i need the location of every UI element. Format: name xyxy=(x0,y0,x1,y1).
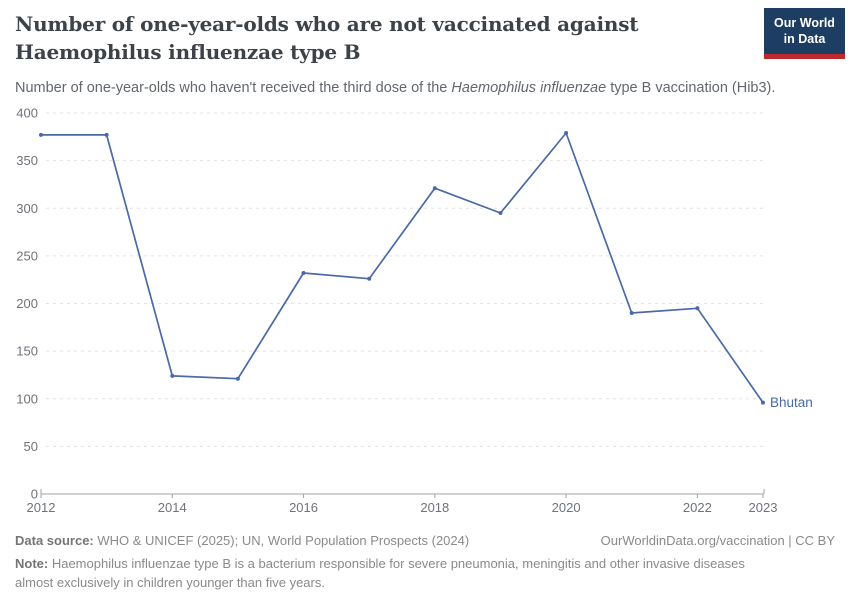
data-point[interactable] xyxy=(629,311,634,315)
x-axis-tick-label: 2012 xyxy=(27,500,56,515)
y-axis-tick-label: 100 xyxy=(16,391,38,406)
owid-logo-line1: Our World xyxy=(774,16,835,30)
x-axis-tick-label: 2020 xyxy=(552,500,581,515)
subtitle-italic-term: Haemophilus influenzae xyxy=(451,80,607,96)
data-point[interactable] xyxy=(301,271,306,275)
y-axis-tick-label: 400 xyxy=(16,106,38,121)
y-axis-tick-label: 250 xyxy=(16,248,38,263)
data-point[interactable] xyxy=(498,211,503,215)
rights-link[interactable]: OurWorldinData.org/vaccination | CC BY xyxy=(600,533,835,548)
y-axis-tick-label: 150 xyxy=(16,344,38,359)
data-point[interactable] xyxy=(235,376,240,381)
data-point[interactable] xyxy=(432,186,437,191)
data-source-text: WHO & UNICEF (2025); UN, World Populatio… xyxy=(93,533,470,548)
x-axis-tick-label: 2016 xyxy=(289,500,318,515)
y-axis-tick-label: 0 xyxy=(31,487,38,502)
y-axis-tick-label: 350 xyxy=(16,153,38,168)
note-text: Haemophilus influenzae type B is a bacte… xyxy=(15,555,745,591)
y-axis-tick-label: 50 xyxy=(24,439,38,454)
data-point[interactable] xyxy=(39,132,43,137)
data-point[interactable] xyxy=(170,373,175,378)
data-point[interactable] xyxy=(695,306,700,311)
y-axis-tick-label: 300 xyxy=(16,201,38,216)
chart-footer: Data source: WHO & UNICEF (2025); UN, Wo… xyxy=(15,531,835,593)
data-source: Data source: WHO & UNICEF (2025); UN, Wo… xyxy=(15,531,469,551)
x-axis-tick-label: 2018 xyxy=(420,500,449,515)
x-axis-tick-label: 2014 xyxy=(158,500,187,515)
data-point[interactable] xyxy=(367,276,372,281)
owid-logo-line2: in Data xyxy=(783,32,826,47)
x-axis-tick-label: 2022 xyxy=(683,500,712,515)
chart-note: Note: Haemophilus influenzae type B is a… xyxy=(15,554,785,593)
y-axis-tick-label: 200 xyxy=(16,296,38,311)
data-point[interactable] xyxy=(564,131,569,135)
data-point[interactable] xyxy=(761,400,765,405)
note-label: Note: xyxy=(15,555,49,571)
subtitle-prefix: Number of one-year-olds who haven't rece… xyxy=(15,80,452,96)
page-title: Number of one-year-olds who are not vacc… xyxy=(15,12,639,64)
series-end-label[interactable]: Bhutan xyxy=(770,395,813,410)
x-axis-tick-label: 2023 xyxy=(749,500,778,515)
subtitle-suffix: type B vaccination (Hib3). xyxy=(606,80,776,96)
trend-line[interactable] xyxy=(40,132,764,404)
chart-subtitle: Number of one-year-olds who haven't rece… xyxy=(15,79,825,99)
data-source-label: Data source: xyxy=(15,533,94,548)
owid-logo[interactable]: Our World in Data xyxy=(764,8,845,59)
data-point[interactable] xyxy=(104,132,109,137)
